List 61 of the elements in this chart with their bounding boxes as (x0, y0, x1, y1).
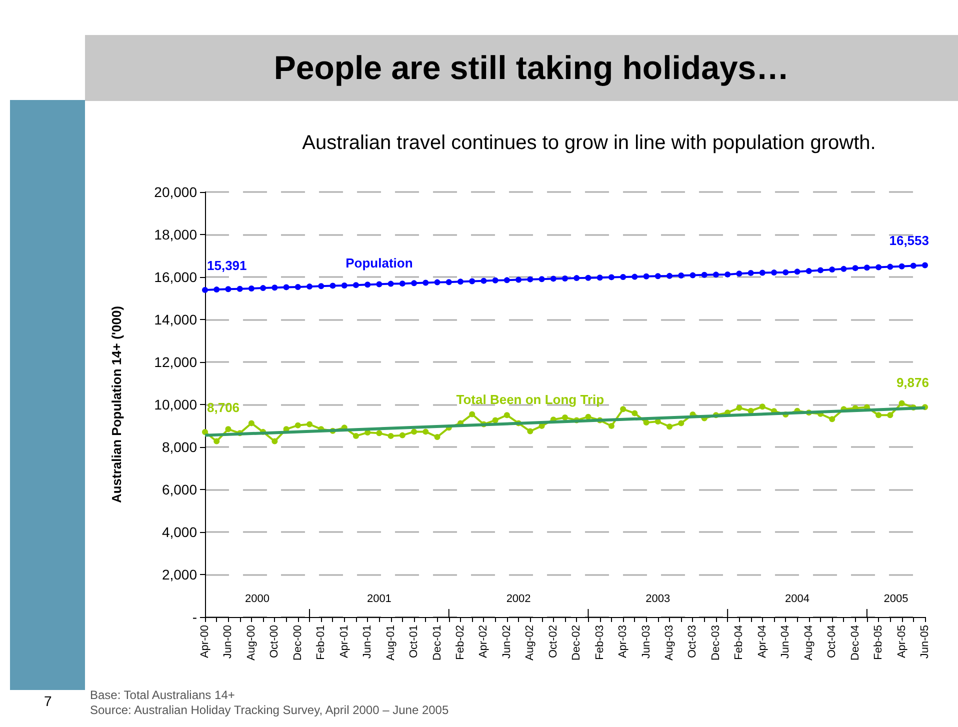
x-tick-label: Oct-00 (268, 625, 281, 658)
x-tick-label: Apr-03 (617, 625, 630, 658)
y-tick-label: 10,000 (154, 396, 198, 412)
x-tick-label: Jun-04 (780, 625, 792, 659)
x-tick-label: Oct-01 (408, 625, 420, 658)
text: 7 (44, 693, 52, 709)
x-tick-label: Oct-03 (686, 625, 699, 658)
data-label: 9,876 (896, 375, 929, 390)
annotation: 2005 (884, 593, 908, 605)
annotation: 2002 (506, 593, 531, 605)
y-tick-label: 14,000 (154, 312, 198, 328)
x-tick-label: Aug-01 (384, 625, 397, 660)
y-axis-title: Australian Population 14+ ('000) (109, 306, 124, 504)
x-tick-label: Oct-04 (826, 625, 838, 658)
y-tick-label: 18,000 (154, 226, 198, 242)
y-tick-label: 2,000 (162, 566, 198, 582)
x-tick-label: Feb-01 (315, 625, 328, 660)
x-tick-label: Jun-00 (222, 625, 234, 659)
x-tick-label: Apr-02 (478, 625, 490, 658)
x-tick-label: Dec-01 (431, 625, 444, 660)
x-tick-label: Aug-04 (802, 625, 815, 660)
y-tick-label: 8,000 (162, 439, 198, 455)
annotation: 2000 (245, 593, 270, 605)
x-tick-label: Dec-02 (570, 625, 583, 660)
x-tick-label: Dec-00 (292, 625, 304, 660)
x-tick-label: Jun-05 (919, 625, 931, 659)
y-tick-label: 6,000 (162, 482, 198, 498)
x-tick-label: Jun-02 (500, 625, 513, 659)
x-tick-label: Apr-00 (199, 625, 211, 658)
y-tick-label: 16,000 (154, 269, 198, 285)
x-tick-label: Apr-01 (338, 625, 350, 658)
y-tick-label: 12,000 (154, 354, 198, 370)
chart-subtitle: Australian travel continues to grow in line with population growth. (301, 132, 877, 155)
series-label: Total Been on Long Trip (456, 392, 604, 407)
annotation: 2003 (646, 593, 670, 605)
y-tick-label: - (192, 609, 198, 625)
x-tick-label: Aug-00 (245, 625, 258, 660)
x-tick-label: Feb-02 (454, 625, 466, 660)
x-tick-label: Aug-02 (524, 625, 536, 660)
x-tick-label: Jun-03 (640, 625, 652, 659)
data-label: 15,391 (207, 258, 247, 273)
x-tick-label: Feb-05 (872, 625, 885, 660)
data-label: 16,553 (889, 233, 929, 248)
x-tick-label: Oct-02 (547, 625, 560, 658)
x-tick-label: Dec-04 (849, 625, 862, 660)
source-note: Source: Australian Holiday Tracking Survey, April 2000 – June 2005 (90, 703, 449, 718)
text: Base: Total Australians 14+ (90, 688, 236, 703)
chart-title: People are still taking holidays… (272, 49, 790, 87)
x-tick-label: Dec-03 (710, 625, 722, 660)
x-tick-label: Feb-03 (594, 625, 606, 660)
annotation: 2004 (785, 593, 810, 605)
x-tick-label: Feb-04 (733, 625, 746, 660)
x-tick-label: Apr-05 (896, 625, 908, 658)
y-tick-label: 4,000 (162, 524, 198, 540)
x-tick-label: Aug-03 (664, 625, 676, 660)
x-tick-label: Apr-04 (756, 625, 768, 658)
y-tick-label: 20,000 (154, 184, 198, 200)
series-label: Population (346, 255, 413, 270)
annotation: 2001 (366, 593, 392, 605)
data-label: 8,706 (207, 400, 240, 415)
x-tick-label: Jun-01 (362, 625, 374, 659)
